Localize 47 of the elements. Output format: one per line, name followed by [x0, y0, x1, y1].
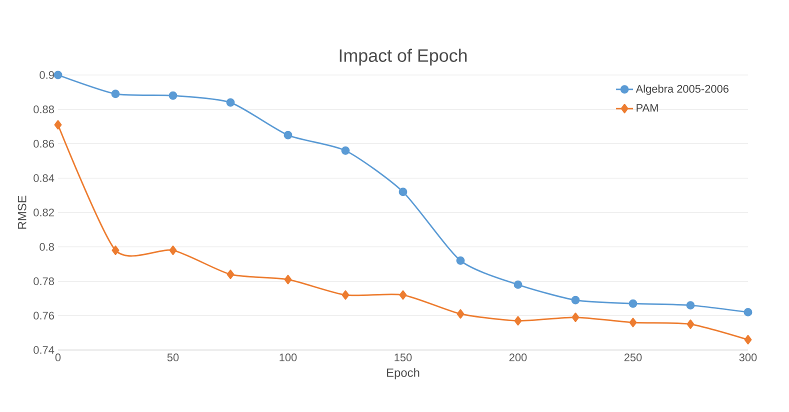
- y-tick-label: 0.86: [34, 140, 54, 148]
- point: [744, 308, 752, 316]
- point: [284, 274, 292, 284]
- x-axis-title: Epoch: [387, 368, 420, 380]
- y-tick-label: 0.9: [40, 71, 54, 79]
- point: [54, 70, 62, 80]
- y-tick-label: 0.82: [34, 208, 54, 216]
- y-tick-label: 0.88: [34, 106, 54, 114]
- x-tick-label: 150: [394, 354, 412, 362]
- chart-title: Impact of Epoch: [340, 48, 467, 66]
- x-tick-label: 100: [280, 354, 297, 362]
- point: [456, 256, 465, 265]
- x-tick-label: 250: [624, 354, 642, 362]
- x-tick-label: 50: [167, 354, 179, 362]
- x-tick-label: 200: [509, 354, 527, 362]
- y-tick-label: 0.78: [34, 277, 54, 286]
- x-tick-label: 300: [739, 354, 757, 362]
- point: [284, 130, 292, 140]
- point: [572, 312, 580, 322]
- point: [226, 98, 235, 107]
- point: [111, 90, 120, 98]
- point: [112, 246, 120, 256]
- point: [628, 299, 638, 308]
- point: [168, 91, 178, 100]
- y-tick-label: 0.76: [34, 312, 54, 320]
- point: [686, 319, 694, 329]
- point: [226, 270, 234, 280]
- point: [169, 246, 177, 256]
- point: [54, 120, 62, 130]
- point: [341, 146, 350, 155]
- point: [571, 296, 580, 304]
- point: [514, 280, 522, 289]
- point: [629, 318, 637, 328]
- y-axis-title: RMSE: [18, 196, 26, 229]
- y-tick-label: 0.8: [40, 243, 54, 251]
- x-tick-label: 0: [55, 354, 61, 362]
- y-tick-label: 0.74: [34, 346, 54, 354]
- point: [514, 316, 522, 326]
- point: [398, 188, 408, 196]
- point: [399, 290, 407, 300]
- y-tick-label: 0.84: [34, 174, 54, 182]
- point: [744, 334, 752, 344]
- legend-label: PAM: [636, 104, 658, 112]
- legend-label: Algebra 2005-2006: [636, 84, 729, 95]
- point: [342, 290, 350, 300]
- point: [456, 309, 464, 319]
- point: [686, 301, 695, 310]
